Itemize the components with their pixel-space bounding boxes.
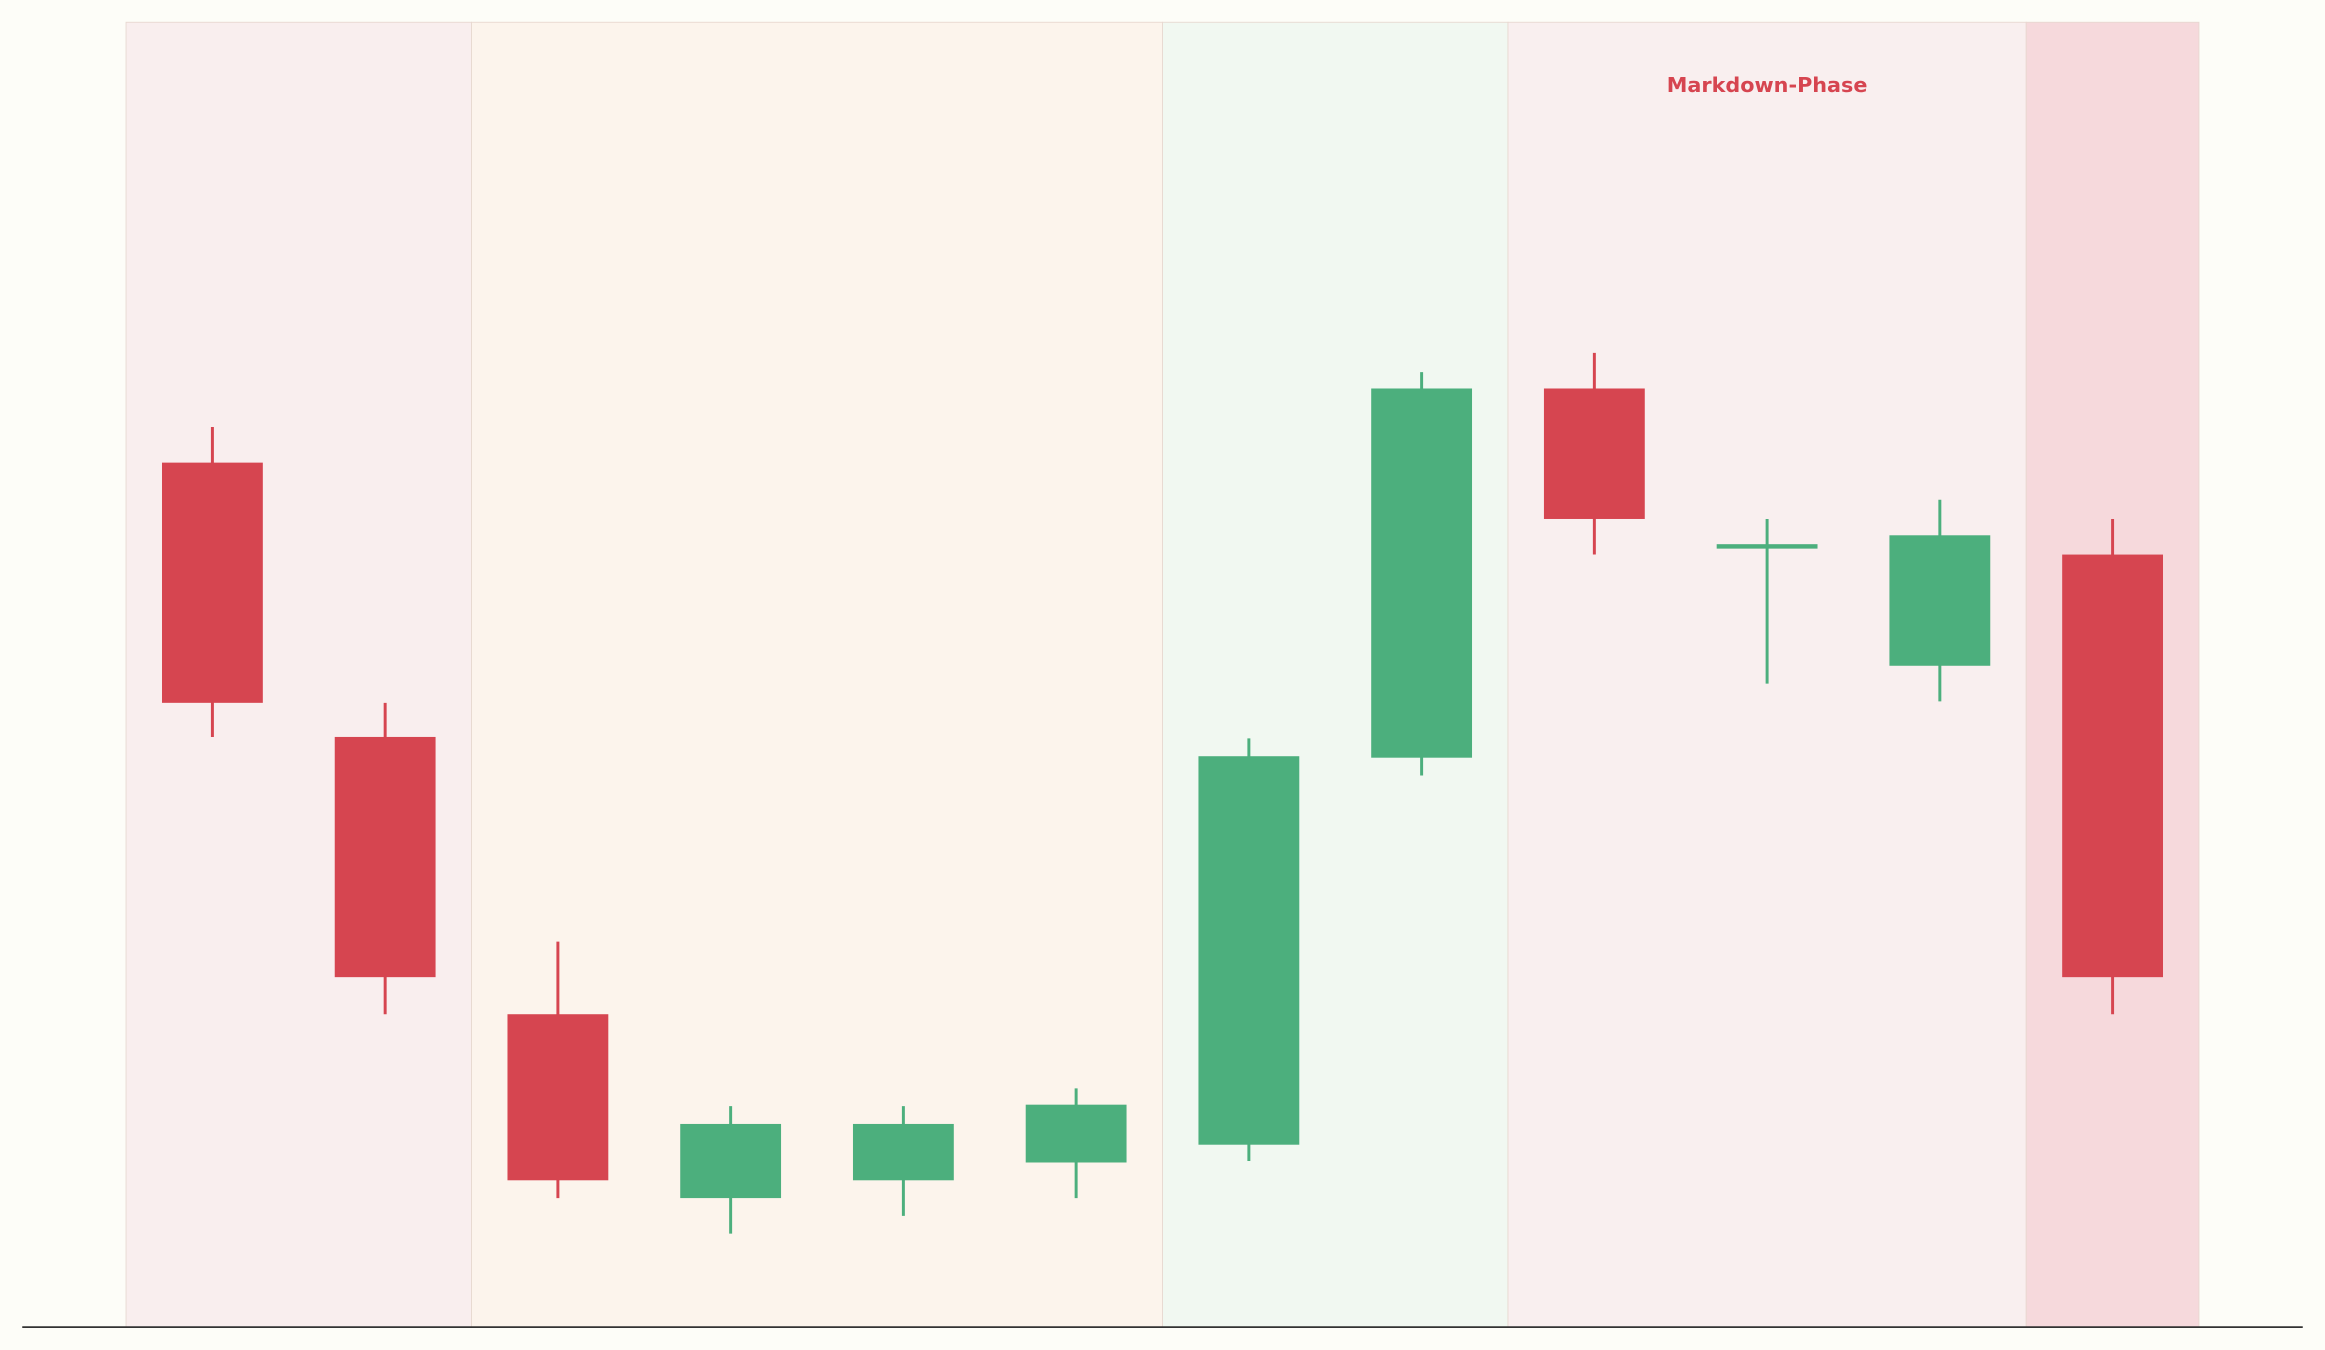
candle-body	[1025, 1104, 1127, 1163]
candle-body	[334, 736, 436, 978]
candle-body	[1889, 535, 1991, 666]
candle-body	[852, 1123, 954, 1181]
candle-body	[2062, 554, 2164, 978]
candle-body	[1198, 756, 1300, 1145]
phase-label: Markdown-Phase	[1667, 73, 1868, 97]
candle-body	[507, 1014, 609, 1181]
candle-body	[1371, 388, 1473, 758]
candle-body	[161, 462, 263, 703]
candle-body	[1716, 544, 1818, 549]
candle-body	[1543, 388, 1645, 519]
candle-body	[680, 1123, 782, 1199]
